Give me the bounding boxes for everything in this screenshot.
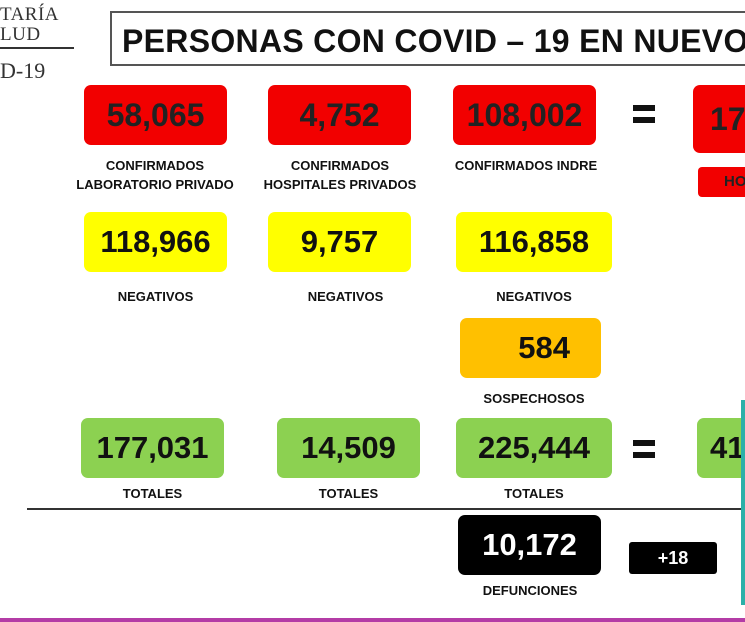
sospechosos-label: SOSPECHOSOS <box>483 391 585 406</box>
negativos-indre-value: 116,858 <box>456 212 612 272</box>
confirmados-total-value: 17 <box>693 85 745 153</box>
sospechosos-value: 584 <box>460 318 601 378</box>
negativos-lab-privado-label: NEGATIVOS <box>117 289 194 304</box>
confirmados-lab-privado-value: 58,065 <box>84 85 227 145</box>
confirmados-indre-label: CONFIRMADOS INDRE <box>428 156 624 175</box>
totales-lab-privado-value: 177,031 <box>81 418 224 478</box>
logo-rule <box>0 47 74 49</box>
label-line: HOSPITALES PRIVADOS <box>263 177 417 192</box>
negativos-indre-label: NEGATIVOS <box>496 289 572 304</box>
equals-sign-confirmados <box>633 105 655 129</box>
logo-line-1: TARÍA <box>0 4 60 25</box>
totales-hospitales-privados-label: TOTALES <box>318 486 379 501</box>
label-line: LABORATORIO PRIVADO <box>76 177 234 192</box>
confirmados-hospitales-privados-value: 4,752 <box>268 85 411 145</box>
totales-lab-privado-label: TOTALES <box>122 486 183 501</box>
hospitalizados-label: HO <box>724 173 745 190</box>
secretaria-salud-logo: TARÍA LUD D-19 <box>0 0 80 90</box>
right-edge-accent <box>741 400 745 605</box>
defunciones-value: 10,172 <box>458 515 601 575</box>
totales-total-value: 41 <box>697 418 745 478</box>
negativos-hospitales-privados-value: 9,757 <box>268 212 411 272</box>
equals-sign-totales <box>633 440 655 464</box>
bottom-edge-accent <box>0 618 745 622</box>
totales-indre-value: 225,444 <box>456 418 612 478</box>
confirmados-hospitales-privados-label: CONFIRMADOS HOSPITALES PRIVADOS <box>250 156 430 194</box>
defunciones-delta-badge: +18 <box>629 542 717 574</box>
negativos-hospitales-privados-label: NEGATIVOS <box>307 289 384 304</box>
section-divider <box>27 508 745 510</box>
logo-line-3: D-19 <box>0 58 46 83</box>
confirmados-indre-value: 108,002 <box>453 85 596 145</box>
logo-line-2: LUD <box>0 24 41 45</box>
totales-hospitales-privados-value: 14,509 <box>277 418 420 478</box>
title-banner: PERSONAS CON COVID – 19 EN NUEVO <box>110 11 745 66</box>
label-line: CONFIRMADOS <box>105 158 205 173</box>
negativos-lab-privado-value: 118,966 <box>84 212 227 272</box>
hospitalizados-badge: HO <box>698 167 745 197</box>
page-title: PERSONAS CON COVID – 19 EN NUEVO <box>122 23 745 59</box>
defunciones-label: DEFUNCIONES <box>482 583 578 598</box>
confirmados-lab-privado-label: CONFIRMADOS LABORATORIO PRIVADO <box>56 156 254 194</box>
label-line: CONFIRMADOS INDRE <box>454 158 598 173</box>
label-line: CONFIRMADOS <box>290 158 390 173</box>
totales-indre-label: TOTALES <box>504 486 564 501</box>
